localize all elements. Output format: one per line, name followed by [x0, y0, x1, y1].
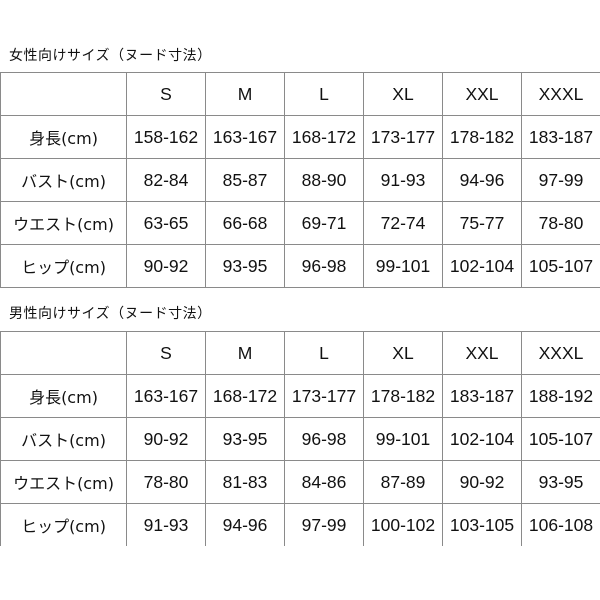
- table-row: バスト(cm) 90-92 93-95 96-98 99-101 102-104 105-1…: [0, 417, 600, 461]
- measurement-cell: 102-104: [442, 244, 522, 288]
- measurement-cell: 102-104: [442, 417, 522, 461]
- measurement-cell: 173-177: [363, 115, 443, 159]
- measurement-cell: 96-98: [284, 244, 364, 288]
- row-label: ヒップ(cm): [0, 244, 127, 288]
- measurement-cell: 178-182: [442, 115, 522, 159]
- header-row: S M L XL XXL XXXL: [0, 72, 600, 116]
- measurement-cell: 78-80: [126, 460, 206, 504]
- measurement-cell: 82-84: [126, 158, 206, 202]
- measurement-cell: 183-187: [521, 115, 600, 159]
- table-row: ウエスト(cm) 63-65 66-68 69-71 72-74 75-77 78-80: [0, 201, 600, 245]
- size-header: XL: [363, 72, 443, 116]
- measurement-cell: 105-107: [521, 244, 600, 288]
- measurement-cell: 97-99: [521, 158, 600, 202]
- measurement-cell: 90-92: [126, 417, 206, 461]
- measurement-cell: 94-96: [442, 158, 522, 202]
- women-size-table: S M L XL XXL XXXL 身長(cm) 158-162 163-167 168-172 1…: [0, 72, 600, 288]
- men-size-title: 男性向けサイズ（ヌード寸法）: [9, 306, 212, 322]
- measurement-cell: 158-162: [126, 115, 206, 159]
- size-header: XXXL: [521, 72, 600, 116]
- women-size-title: 女性向けサイズ（ヌード寸法）: [9, 48, 212, 64]
- table-row: ウエスト(cm) 78-80 81-83 84-86 87-89 90-92 93-95: [0, 460, 600, 504]
- size-header: XL: [363, 331, 443, 375]
- measurement-cell: 99-101: [363, 244, 443, 288]
- measurement-cell: 90-92: [442, 460, 522, 504]
- size-header: XXXL: [521, 331, 600, 375]
- measurement-cell: 96-98: [284, 417, 364, 461]
- size-header: XXL: [442, 72, 522, 116]
- table-row: 身長(cm) 158-162 163-167 168-172 173-177 178-18…: [0, 115, 600, 159]
- row-label: ヒップ(cm): [0, 503, 127, 546]
- size-header: XXL: [442, 331, 522, 375]
- measurement-cell: 93-95: [205, 244, 285, 288]
- header-row: S M L XL XXL XXXL: [0, 331, 600, 375]
- measurement-cell: 93-95: [521, 460, 600, 504]
- size-header: S: [126, 72, 206, 116]
- size-header: S: [126, 331, 206, 375]
- measurement-cell: 168-172: [205, 374, 285, 418]
- measurement-cell: 91-93: [363, 158, 443, 202]
- measurement-cell: 188-192: [521, 374, 600, 418]
- measurement-cell: 105-107: [521, 417, 600, 461]
- table-row: 身長(cm) 163-167 168-172 173-177 178-182 183-18…: [0, 374, 600, 418]
- measurement-cell: 183-187: [442, 374, 522, 418]
- table-row: ヒップ(cm) 91-93 94-96 97-99 100-102 103-105 106-…: [0, 503, 600, 546]
- row-label: ウエスト(cm): [0, 201, 127, 245]
- measurement-cell: 78-80: [521, 201, 600, 245]
- measurement-cell: 90-92: [126, 244, 206, 288]
- measurement-cell: 163-167: [126, 374, 206, 418]
- row-label: バスト(cm): [0, 417, 127, 461]
- measurement-cell: 97-99: [284, 503, 364, 546]
- measurement-cell: 103-105: [442, 503, 522, 546]
- measurement-cell: 163-167: [205, 115, 285, 159]
- row-label: 身長(cm): [0, 374, 127, 418]
- measurement-cell: 106-108: [521, 503, 600, 546]
- measurement-cell: 69-71: [284, 201, 364, 245]
- measurement-cell: 168-172: [284, 115, 364, 159]
- row-label: 身長(cm): [0, 115, 127, 159]
- measurement-cell: 84-86: [284, 460, 364, 504]
- measurement-cell: 99-101: [363, 417, 443, 461]
- size-header: M: [205, 72, 285, 116]
- table-row: バスト(cm) 82-84 85-87 88-90 91-93 94-96 97-99: [0, 158, 600, 202]
- size-header: M: [205, 331, 285, 375]
- measurement-cell: 91-93: [126, 503, 206, 546]
- size-header: L: [284, 331, 364, 375]
- corner-cell: [0, 331, 127, 375]
- men-size-table: S M L XL XXL XXXL 身長(cm) 163-167 168-172 173-177 1…: [0, 331, 600, 546]
- measurement-cell: 72-74: [363, 201, 443, 245]
- measurement-cell: 93-95: [205, 417, 285, 461]
- measurement-cell: 173-177: [284, 374, 364, 418]
- measurement-cell: 87-89: [363, 460, 443, 504]
- measurement-cell: 66-68: [205, 201, 285, 245]
- measurement-cell: 100-102: [363, 503, 443, 546]
- size-header: L: [284, 72, 364, 116]
- measurement-cell: 75-77: [442, 201, 522, 245]
- table-row: ヒップ(cm) 90-92 93-95 96-98 99-101 102-104 105-1…: [0, 244, 600, 288]
- measurement-cell: 88-90: [284, 158, 364, 202]
- measurement-cell: 63-65: [126, 201, 206, 245]
- corner-cell: [0, 72, 127, 116]
- measurement-cell: 178-182: [363, 374, 443, 418]
- row-label: ウエスト(cm): [0, 460, 127, 504]
- row-label: バスト(cm): [0, 158, 127, 202]
- measurement-cell: 85-87: [205, 158, 285, 202]
- measurement-cell: 81-83: [205, 460, 285, 504]
- measurement-cell: 94-96: [205, 503, 285, 546]
